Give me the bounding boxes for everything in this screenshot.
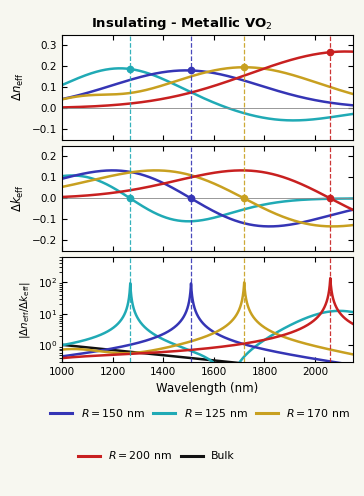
Y-axis label: $\Delta k_\mathrm{eff}$: $\Delta k_\mathrm{eff}$: [10, 185, 26, 212]
Legend: $R = 200$ nm, Bulk: $R = 200$ nm, Bulk: [74, 445, 239, 466]
Y-axis label: $\Delta n_\mathrm{eff}$: $\Delta n_\mathrm{eff}$: [11, 73, 26, 102]
Y-axis label: $|\Delta n_\mathrm{eff}/\Delta k_\mathrm{eff}|$: $|\Delta n_\mathrm{eff}/\Delta k_\mathrm…: [18, 281, 32, 338]
X-axis label: Wavelength (nm): Wavelength (nm): [157, 382, 258, 395]
Text: Insulating - Metallic VO$_2$: Insulating - Metallic VO$_2$: [91, 15, 273, 32]
Legend: $R = 150$ nm, $R = 125$ nm, $R = 170$ nm: $R = 150$ nm, $R = 125$ nm, $R = 170$ nm: [46, 403, 354, 424]
